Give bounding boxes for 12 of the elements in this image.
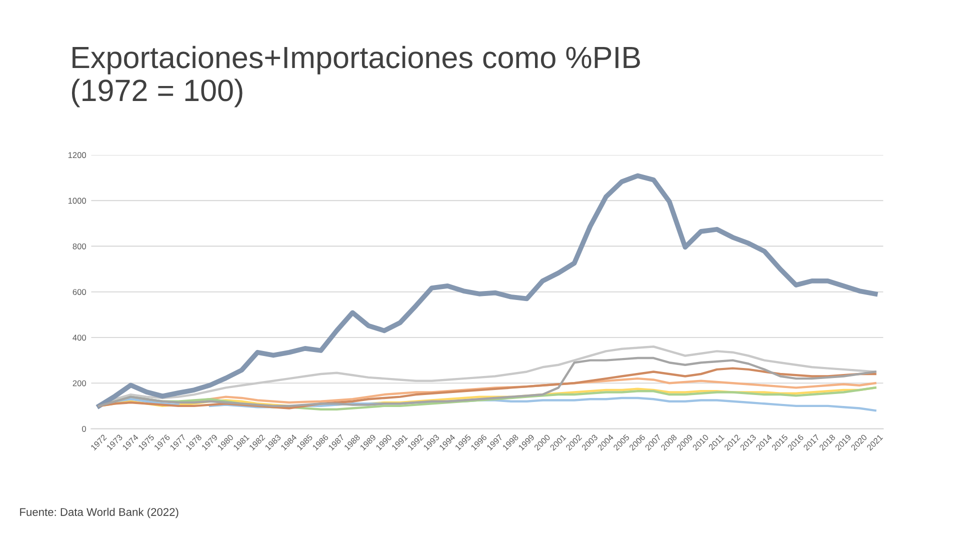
y-tick-label: 1000 — [68, 198, 86, 204]
y-tick-label: 200 — [72, 380, 86, 386]
y-tick-label: 1200 — [68, 152, 86, 158]
y-tick-label: 800 — [72, 243, 86, 250]
line-series — [98, 367, 876, 410]
line-series — [98, 356, 876, 408]
y-tick-label: 400 — [72, 334, 86, 341]
y-tick-label: 0 — [82, 426, 86, 432]
line-series — [96, 173, 878, 408]
source-note: Fuente: Data World Bank (2022) — [20, 508, 178, 518]
y-tick-label: 600 — [72, 289, 86, 295]
chart-title: Exportaciones+Importaciones como %PIB (1972 = 100) — [72, 46, 640, 108]
